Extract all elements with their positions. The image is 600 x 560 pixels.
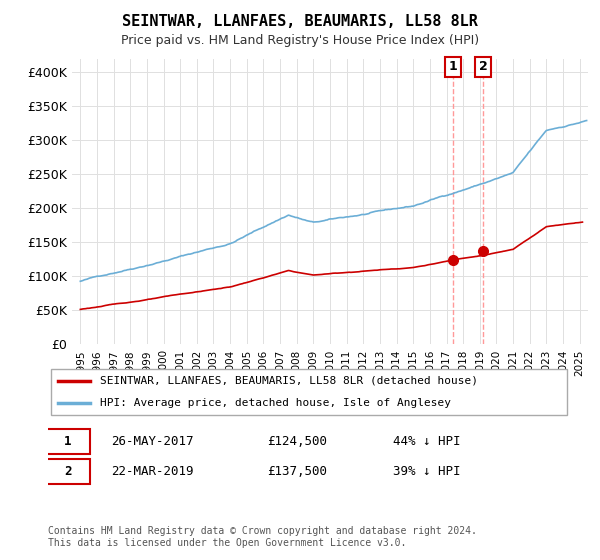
Text: HPI: Average price, detached house, Isle of Anglesey: HPI: Average price, detached house, Isle… <box>100 398 451 408</box>
Text: SEINTWAR, LLANFAES, BEAUMARIS, LL58 8LR (detached house): SEINTWAR, LLANFAES, BEAUMARIS, LL58 8LR … <box>100 376 478 386</box>
Text: Contains HM Land Registry data © Crown copyright and database right 2024.
This d: Contains HM Land Registry data © Crown c… <box>48 526 477 548</box>
Text: Price paid vs. HM Land Registry's House Price Index (HPI): Price paid vs. HM Land Registry's House … <box>121 34 479 46</box>
Text: 1: 1 <box>64 435 71 448</box>
Text: £124,500: £124,500 <box>267 435 327 448</box>
Text: 22-MAR-2019: 22-MAR-2019 <box>110 465 193 478</box>
Text: 39% ↓ HPI: 39% ↓ HPI <box>392 465 460 478</box>
Text: 2: 2 <box>64 465 71 478</box>
FancyBboxPatch shape <box>46 459 90 484</box>
Text: 26-MAY-2017: 26-MAY-2017 <box>110 435 193 448</box>
Text: £137,500: £137,500 <box>267 465 327 478</box>
Text: 2: 2 <box>479 60 488 73</box>
Text: SEINTWAR, LLANFAES, BEAUMARIS, LL58 8LR: SEINTWAR, LLANFAES, BEAUMARIS, LL58 8LR <box>122 14 478 29</box>
Text: 44% ↓ HPI: 44% ↓ HPI <box>392 435 460 448</box>
FancyBboxPatch shape <box>46 429 90 454</box>
FancyBboxPatch shape <box>50 369 568 415</box>
Text: 1: 1 <box>449 60 458 73</box>
